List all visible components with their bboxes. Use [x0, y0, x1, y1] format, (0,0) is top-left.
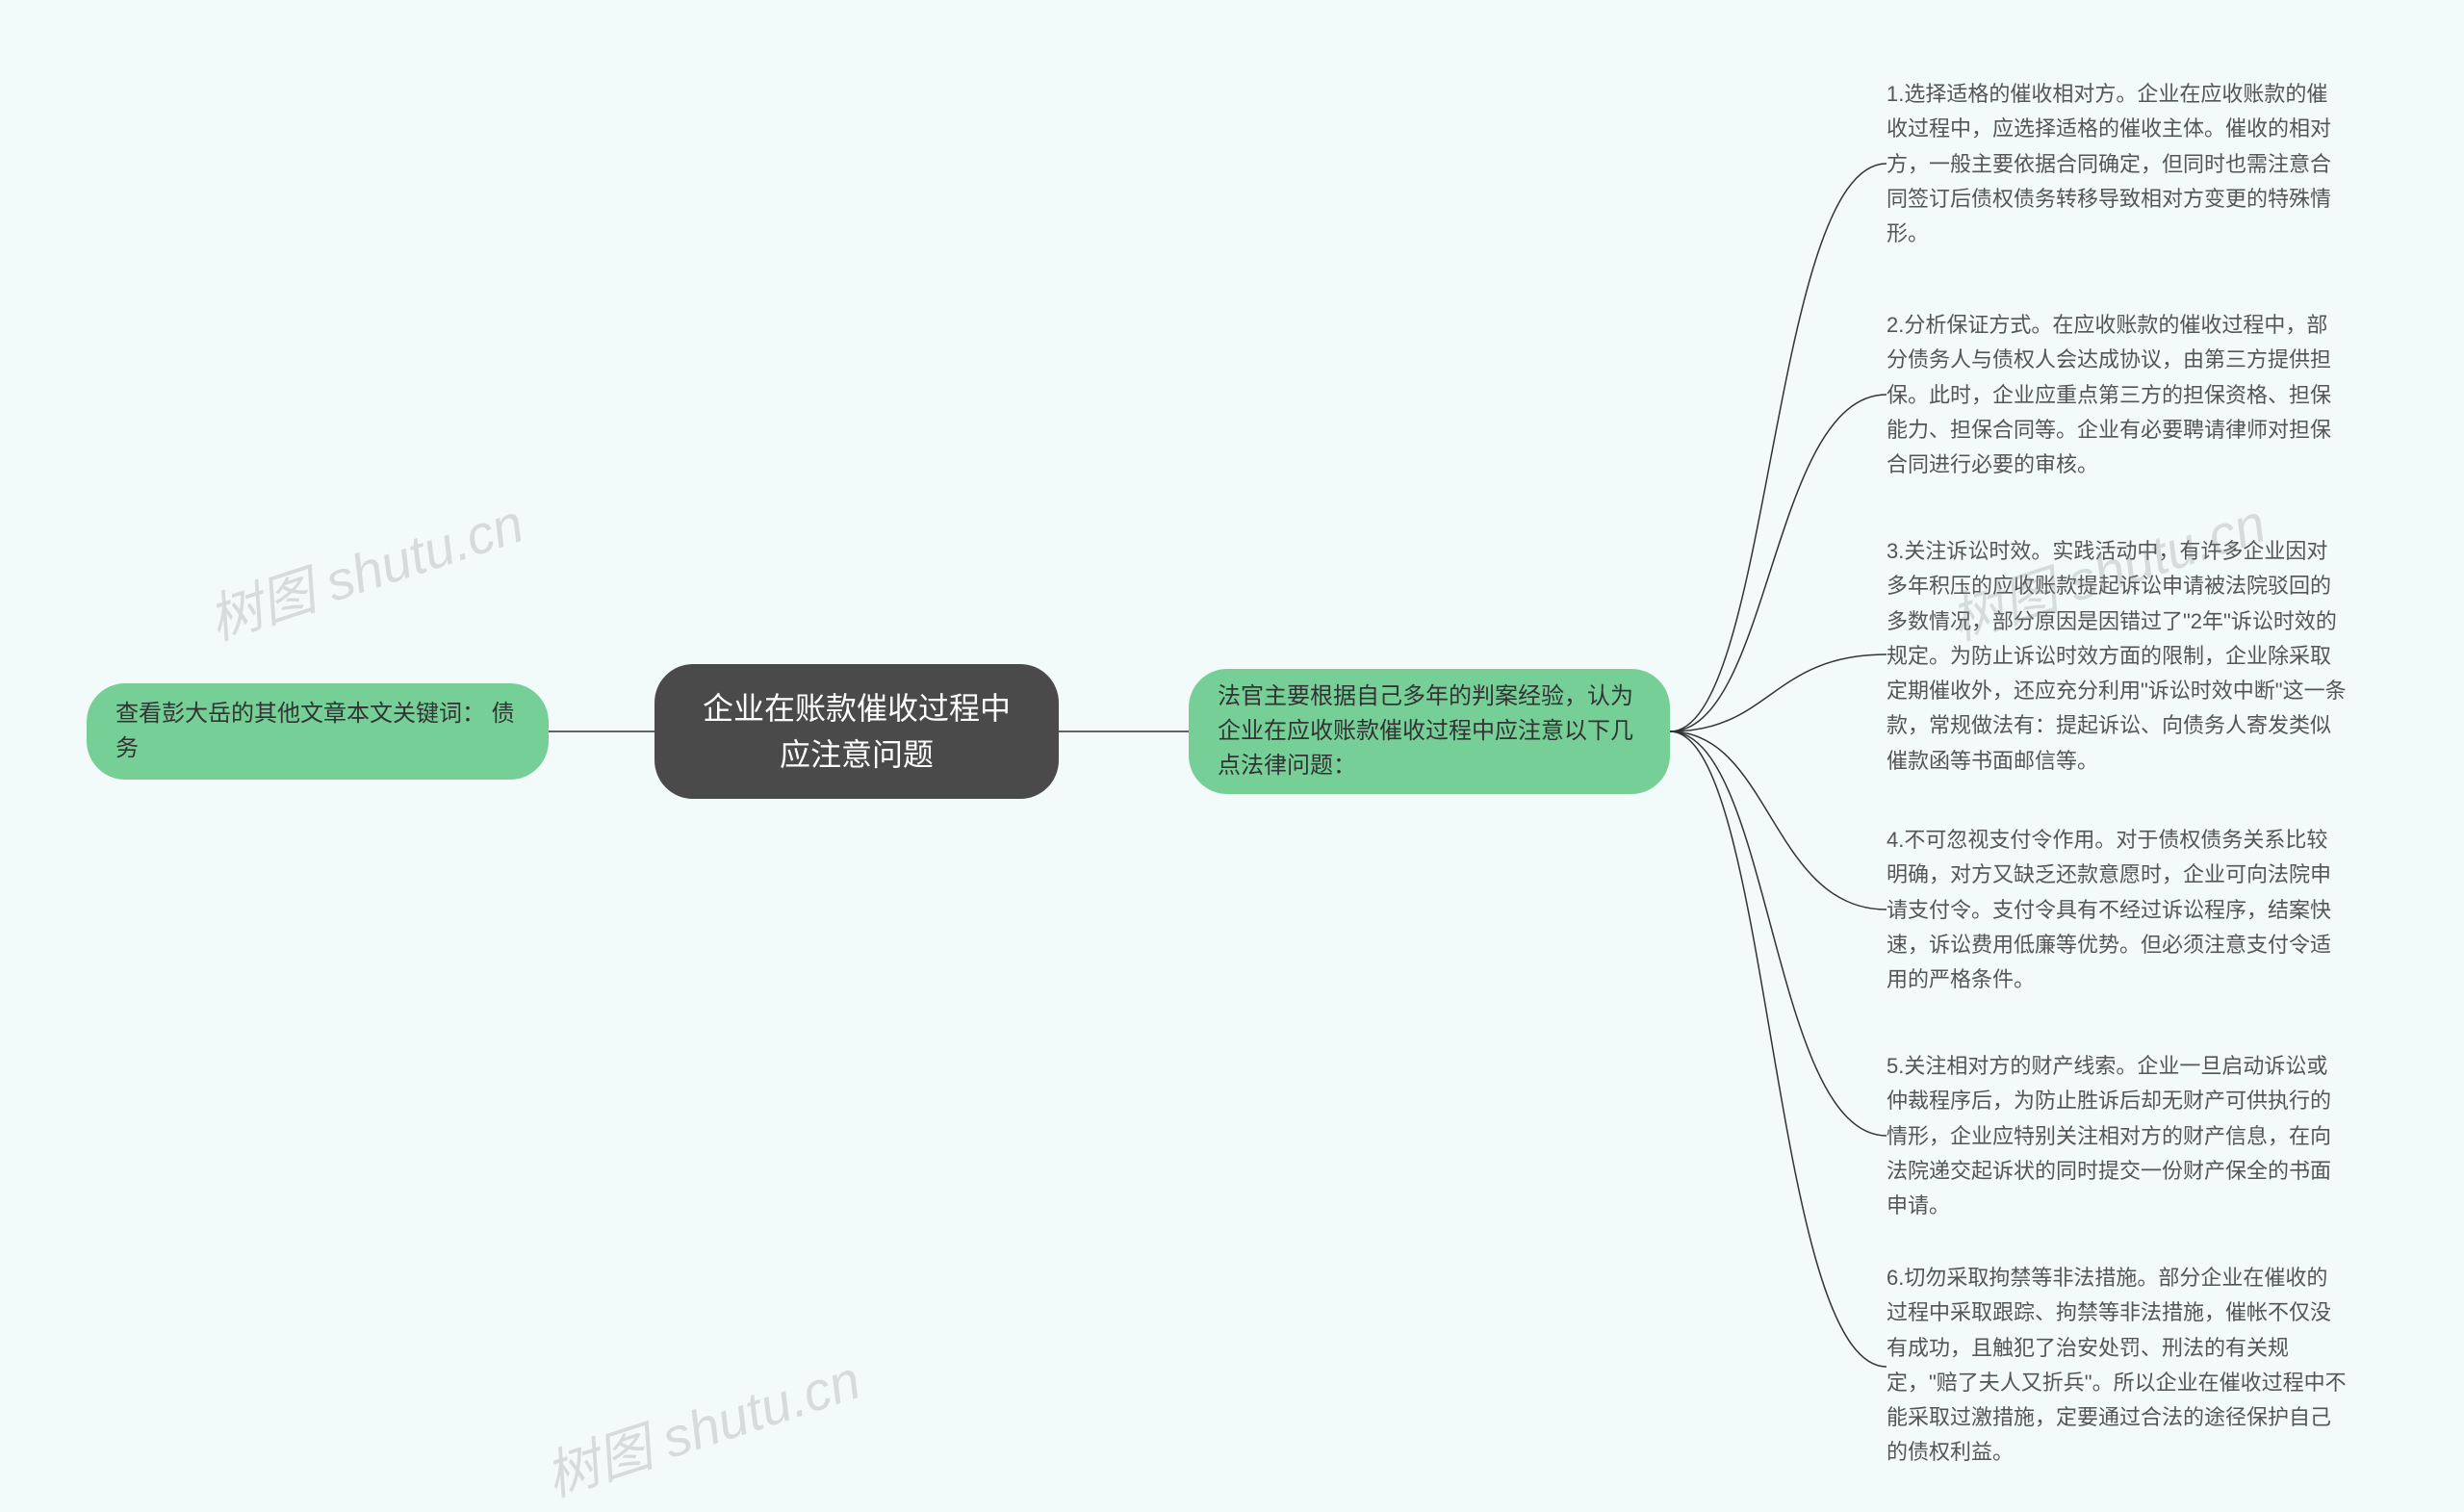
- leaf-text-3: 3.关注诉讼时效。实践活动中，有许多企业因对多年积压的应收账款提起诉讼申请被法院…: [1886, 539, 2347, 773]
- leaf-node-1: 1.选择适格的催收相对方。企业在应收账款的催收过程中，应选择适格的催收主体。催收…: [1886, 77, 2348, 251]
- leaf-text-6: 6.切勿采取拘禁等非法措施。部分企业在催收的过程中采取跟踪、拘禁等非法措施，催帐…: [1886, 1266, 2347, 1464]
- leaf-text-1: 1.选择适格的催收相对方。企业在应收账款的催收过程中，应选择适格的催收主体。催收…: [1886, 82, 2331, 245]
- left-branch-text: 查看彭大岳的其他文章本文关键词： 债务: [116, 697, 520, 766]
- leaf-text-2: 2.分析保证方式。在应收账款的催收过程中，部分债务人与债权人会达成协议，由第三方…: [1886, 313, 2331, 476]
- leaf-node-5: 5.关注相对方的财产线索。企业一旦启动诉讼或仲裁程序后，为防止胜诉后却无财产可供…: [1886, 1049, 2348, 1223]
- left-branch-node: 查看彭大岳的其他文章本文关键词： 债务: [87, 683, 549, 780]
- center-node-text: 企业在账款催收过程中应注意问题: [693, 685, 1020, 778]
- watermark-1: 树图 shutu.cn: [197, 480, 532, 655]
- leaf-text-5: 5.关注相对方的财产线索。企业一旦启动诉讼或仲裁程序后，为防止胜诉后却无财产可供…: [1886, 1054, 2331, 1217]
- leaf-node-6: 6.切勿采取拘禁等非法措施。部分企业在催收的过程中采取跟踪、拘禁等非法措施，催帐…: [1886, 1261, 2348, 1471]
- leaf-node-4: 4.不可忽视支付令作用。对于债权债务关系比较明确，对方又缺乏还款意愿时，企业可向…: [1886, 823, 2348, 997]
- leaf-node-2: 2.分析保证方式。在应收账款的催收过程中，部分债务人与债权人会达成协议，由第三方…: [1886, 308, 2348, 482]
- leaf-text-4: 4.不可忽视支付令作用。对于债权债务关系比较明确，对方又缺乏还款意愿时，企业可向…: [1886, 828, 2331, 991]
- right-branch-text: 法官主要根据自己多年的判案经验，认为企业在应收账款催收过程中应注意以下几点法律问…: [1218, 679, 1641, 783]
- right-branch-node: 法官主要根据自己多年的判案经验，认为企业在应收账款催收过程中应注意以下几点法律问…: [1189, 669, 1670, 794]
- watermark-3: 树图 shutu.cn: [534, 1337, 869, 1512]
- center-node: 企业在账款催收过程中应注意问题: [654, 664, 1059, 799]
- leaf-node-3: 3.关注诉讼时效。实践活动中，有许多企业因对多年积压的应收账款提起诉讼申请被法院…: [1886, 534, 2348, 779]
